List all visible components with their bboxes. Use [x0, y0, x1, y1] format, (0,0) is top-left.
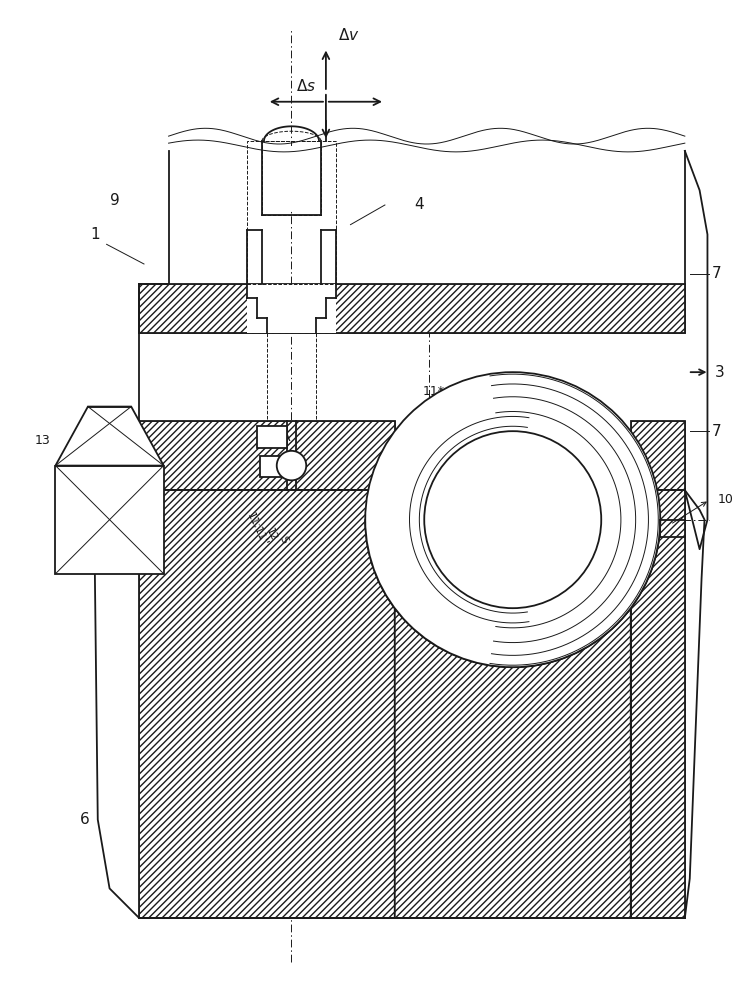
Text: 3: 3	[714, 365, 724, 380]
Text: 10: 10	[80, 486, 96, 499]
Text: 11*: 11*	[423, 385, 445, 398]
Bar	[247, 141, 335, 284]
Polygon shape	[139, 284, 685, 333]
Bar	[257, 426, 286, 448]
Text: 4: 4	[415, 197, 424, 212]
Text: 13: 13	[34, 434, 51, 447]
Text: 9: 9	[109, 193, 120, 208]
Text: 1: 1	[90, 227, 100, 242]
Text: 6: 6	[80, 812, 90, 827]
Polygon shape	[139, 421, 395, 490]
Text: 12: 12	[264, 526, 279, 543]
Text: $\Delta s$: $\Delta s$	[296, 78, 316, 94]
Bar	[56, 466, 164, 574]
Polygon shape	[631, 421, 685, 490]
Polygon shape	[56, 407, 164, 466]
Polygon shape	[366, 490, 661, 918]
Circle shape	[424, 431, 601, 608]
Bar	[260, 456, 294, 477]
Bar	[262, 141, 321, 215]
Text: 7: 7	[711, 424, 721, 439]
Text: 8: 8	[586, 620, 596, 635]
Circle shape	[366, 372, 661, 667]
Text: S: S	[277, 534, 289, 544]
Bar	[267, 146, 316, 210]
Text: 11;11'': 11;11''	[245, 511, 269, 548]
Text: A: A	[283, 431, 291, 444]
Polygon shape	[139, 490, 395, 918]
Text: $\Delta v$: $\Delta v$	[338, 27, 360, 43]
Bar	[247, 284, 335, 333]
Text: B: B	[277, 460, 286, 473]
Text: 10: 10	[717, 493, 733, 506]
Polygon shape	[631, 490, 685, 918]
Text: 7: 7	[711, 266, 721, 281]
Circle shape	[277, 451, 306, 480]
